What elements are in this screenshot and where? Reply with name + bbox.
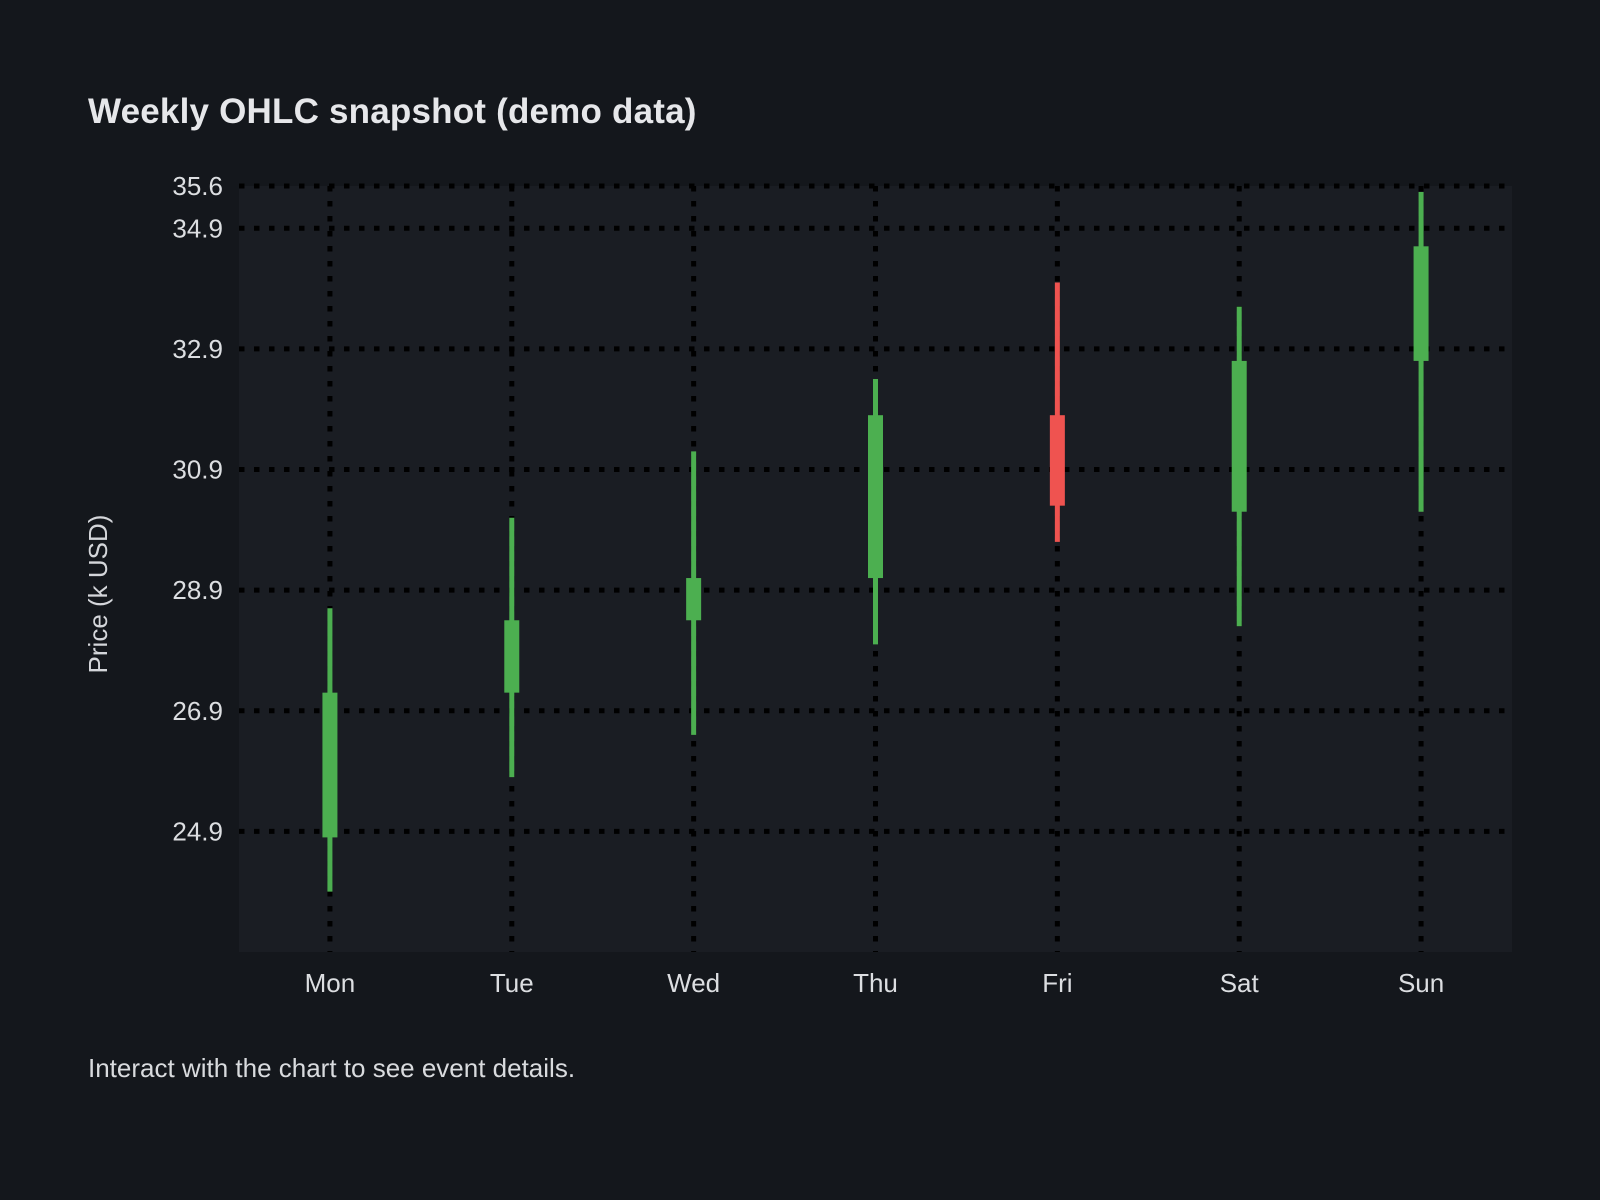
y-tick-label: 32.9 (172, 334, 223, 364)
candle-body-sat[interactable] (1231, 360, 1247, 512)
candle-body-tue[interactable] (504, 620, 520, 693)
y-tick-label: 34.9 (172, 213, 223, 243)
x-tick-label-thu: Thu (853, 968, 898, 998)
y-tick-label: 24.9 (172, 816, 223, 846)
x-tick-label-sat: Sat (1220, 968, 1260, 998)
candle-body-sun[interactable] (1413, 246, 1429, 361)
y-axis-title: Price (k USD) (83, 515, 113, 674)
footer-hint: Interact with the chart to see event det… (88, 1053, 576, 1083)
candle-body-mon[interactable] (322, 692, 338, 838)
x-tick-label-tue: Tue (490, 968, 534, 998)
x-tick-label-sun: Sun (1398, 968, 1444, 998)
y-tick-label: 28.9 (172, 575, 223, 605)
y-tick-label: 35.6 (172, 171, 223, 201)
y-tick-label: 30.9 (172, 455, 223, 485)
x-tick-label-mon: Mon (305, 968, 356, 998)
candle-body-thu[interactable] (868, 415, 883, 579)
candle-body-wed[interactable] (686, 578, 702, 621)
x-tick-label-wed: Wed (667, 968, 720, 998)
chart-title: Weekly OHLC snapshot (demo data) (88, 92, 697, 131)
candle-body-fri[interactable] (1049, 415, 1065, 506)
y-tick-label: 26.9 (172, 696, 223, 726)
x-tick-label-fri: Fri (1042, 968, 1072, 998)
ohlc-candlestick-chart[interactable]: 35.6 34.9 32.9 30.9 28.9 26.9 24.9 Mon Tue Wed Thu… (0, 0, 1600, 1030)
